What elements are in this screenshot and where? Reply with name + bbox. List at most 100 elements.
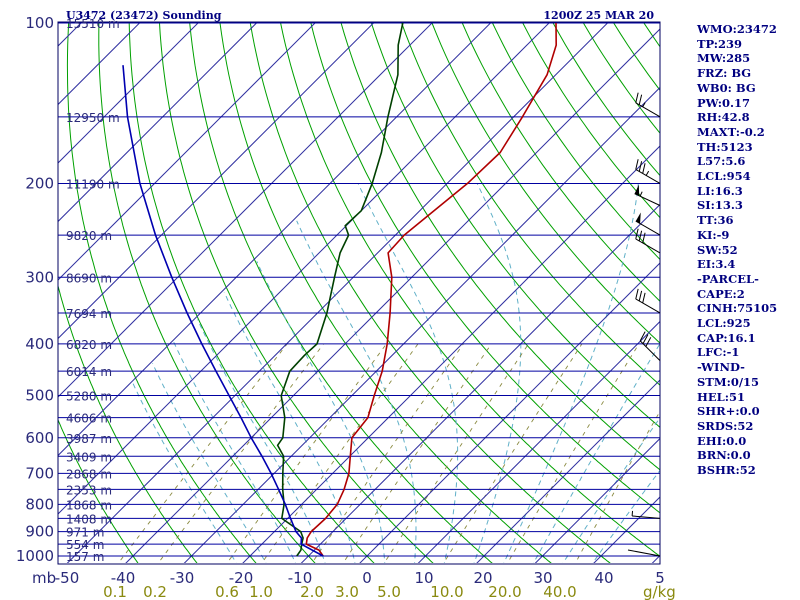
wind-barb [635, 92, 661, 118]
dry-adiabat-line [58, 283, 198, 563]
dry-adiabat-line [98, 22, 316, 563]
pressure-tick-label: 900 [25, 523, 54, 541]
moist-adiabat-line [562, 416, 660, 563]
wind-barb-feather [639, 331, 646, 342]
dry-adiabat-line [66, 22, 257, 563]
temperature-line [305, 22, 557, 557]
mixing-ratio-label: 0.6 [215, 583, 239, 600]
wind-barb [639, 331, 661, 361]
temperature-tick-label: -10 [288, 569, 313, 587]
dry-adiabat-line [249, 22, 611, 563]
moist-adiabat-line [533, 342, 660, 563]
moist-adiabat-line [223, 291, 356, 563]
index-value: HEL:51 [697, 389, 745, 404]
index-value: MAXT:-0.2 [697, 124, 765, 139]
index-value: L57:5.6 [697, 154, 746, 169]
parcel-line [122, 65, 324, 557]
dry-adiabats [58, 22, 660, 563]
index-value: PW:0.17 [697, 95, 751, 110]
moist-adiabat-line [152, 363, 267, 563]
isotherms [58, 22, 660, 563]
isotherm-line [58, 22, 493, 457]
wind-barb-flag [635, 212, 641, 224]
index-value: CAPE:2 [697, 286, 745, 301]
mixing-ratio-label: 1.0 [249, 583, 273, 600]
wind-barbs [627, 92, 661, 557]
moist-adiabats [132, 183, 660, 563]
moist-adiabat-line [503, 183, 639, 563]
wind-barb-feather [642, 334, 649, 344]
temperature-tick-label: 5 [655, 569, 665, 587]
temperature-tick-label: -20 [229, 569, 254, 587]
mixing-ratio-label: 10.0 [430, 583, 463, 600]
index-value: EI:3.4 [697, 257, 736, 272]
mixing-ratio-line [342, 343, 492, 563]
pressure-tick-label: 200 [25, 174, 54, 192]
index-value: BRN:0.0 [697, 448, 751, 463]
index-value: CINH:75105 [697, 301, 778, 316]
isotherm-line [58, 22, 317, 281]
height-label: 1408 m [66, 512, 112, 526]
wind-barb-half-feather [642, 102, 646, 108]
moist-adiabat-line [357, 183, 459, 563]
index-value: -WIND- [697, 360, 745, 375]
pressure-tick-label: 700 [25, 464, 54, 482]
mixing-ratio-line [574, 410, 660, 563]
wind-barb [635, 212, 661, 236]
wind-barb-feather [635, 288, 639, 300]
isotherm-line [417, 320, 660, 563]
mixing-ratio-label: 0.1 [103, 583, 127, 600]
height-label: 3409 m [66, 450, 112, 464]
mixing-ratio-line [311, 343, 464, 563]
mixing-ratio-label: 20.0 [488, 583, 521, 600]
wind-barb [631, 510, 661, 519]
mixing-ratio-line [443, 343, 583, 563]
dry-adiabat-line [189, 22, 493, 563]
height-label: 11190 m [66, 177, 120, 191]
isotherm-line [300, 203, 660, 563]
isotherm-line [183, 86, 660, 563]
isotherm-line [66, 22, 610, 563]
isotherm-line [58, 22, 551, 515]
sounding-series [122, 22, 557, 557]
dry-adiabat-line [400, 22, 660, 386]
wind-barb-feather [642, 292, 646, 304]
moist-adiabat-line [172, 340, 296, 563]
pressure-tick-label: 600 [25, 429, 54, 447]
dry-adiabat-line [310, 22, 660, 514]
mixing-ratio-lines [117, 343, 660, 563]
isotherm-line [359, 262, 660, 563]
plot-frame [57, 21, 661, 565]
mixing-ratio-line [383, 343, 529, 563]
wind-barb [635, 228, 661, 254]
axis-unit-label: mb [32, 569, 56, 587]
temperature-tick-label: 10 [414, 569, 433, 587]
mixing-ratio-label: 3.0 [335, 583, 359, 600]
wind-barb [635, 159, 661, 184]
wind-barb-feather [638, 290, 643, 302]
pressure-tick-label: 400 [25, 335, 54, 353]
temperature-tick-label: -40 [111, 569, 136, 587]
isotherm-line [58, 22, 434, 398]
index-value: RH:42.8 [697, 110, 750, 125]
index-value: WMO:23472 [697, 22, 777, 36]
dry-adiabat-line [431, 22, 660, 344]
indices-panel: WMO:23472 TP:239 MW:285 FRZ: BG WB0: BG PW:0.… [697, 22, 797, 478]
index-value: TT:36 [697, 213, 734, 228]
dry-adiabat-line [461, 22, 660, 302]
temperature-tick-label: -50 [55, 569, 80, 587]
height-label: 7694 m [66, 307, 112, 321]
height-label: 9820 m [66, 229, 112, 243]
wind-barb-staff [632, 515, 661, 519]
mixing-ratio-line [507, 343, 640, 563]
station-title: U3472 (23472) Sounding [66, 9, 222, 22]
index-value: BSHR:52 [697, 463, 756, 478]
mixing-ratio-label: 0.2 [143, 583, 167, 600]
mixing-ratio-label: 40.0 [543, 583, 576, 600]
mixing-ratio-unit: g/kg [643, 583, 676, 600]
height-label: 5280 m [66, 390, 112, 404]
dry-adiabat-line [340, 22, 660, 471]
index-value: EHI:0.0 [697, 433, 747, 448]
isotherm-line [476, 379, 660, 563]
